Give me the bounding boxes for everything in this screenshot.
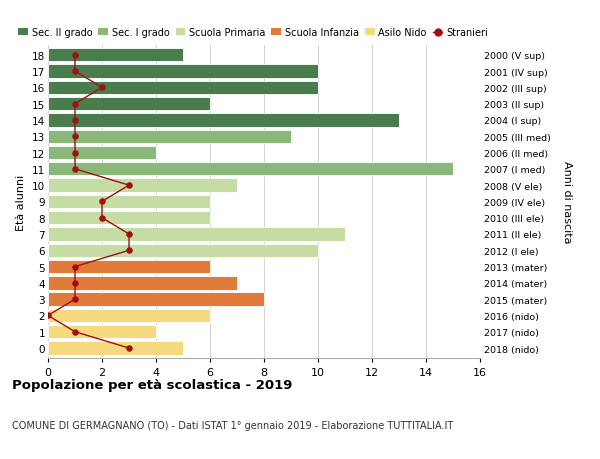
Point (97, 214, 107, 222)
Point (70, 52, 80, 59)
Point (70, 117, 80, 124)
Point (70, 263, 80, 271)
Point (97, 84, 107, 92)
Point (70, 68, 80, 76)
Point (70, 328, 80, 336)
Y-axis label: Anni di nascita: Anni di nascita (562, 161, 572, 243)
Bar (48, 146, 156, 160)
Point (70, 101, 80, 108)
Text: Popolazione per età scolastica - 2019: Popolazione per età scolastica - 2019 (12, 379, 292, 392)
Bar (48, 65, 318, 78)
Point (70, 150, 80, 157)
Bar (48, 244, 318, 257)
Point (124, 345, 134, 352)
Point (124, 182, 134, 190)
Point (70, 280, 80, 287)
Point (70, 296, 80, 303)
Bar (48, 260, 210, 274)
Bar (48, 49, 183, 62)
Text: COMUNE DI GERMAGNANO (TO) - Dati ISTAT 1° gennaio 2019 - Elaborazione TUTTITALIA: COMUNE DI GERMAGNANO (TO) - Dati ISTAT 1… (12, 420, 453, 430)
Bar (48, 293, 264, 306)
Bar (48, 277, 237, 290)
Bar (48, 341, 183, 355)
Bar (48, 195, 210, 209)
Bar (48, 130, 291, 144)
Point (70, 133, 80, 140)
Bar (48, 114, 399, 127)
Bar (48, 98, 210, 111)
Point (124, 231, 134, 238)
Point (70, 166, 80, 173)
Bar (48, 309, 210, 322)
Point (124, 247, 134, 254)
Bar (48, 163, 453, 176)
Legend: Sec. II grado, Sec. I grado, Scuola Primaria, Scuola Infanzia, Asilo Nido, Stran: Sec. II grado, Sec. I grado, Scuola Prim… (19, 28, 488, 38)
Bar (48, 228, 345, 241)
Bar (48, 212, 210, 225)
Bar (48, 179, 237, 192)
Y-axis label: Età alunni: Età alunni (16, 174, 26, 230)
Bar (48, 82, 318, 95)
Point (43, 312, 53, 319)
Bar (48, 325, 156, 339)
Point (97, 198, 107, 206)
